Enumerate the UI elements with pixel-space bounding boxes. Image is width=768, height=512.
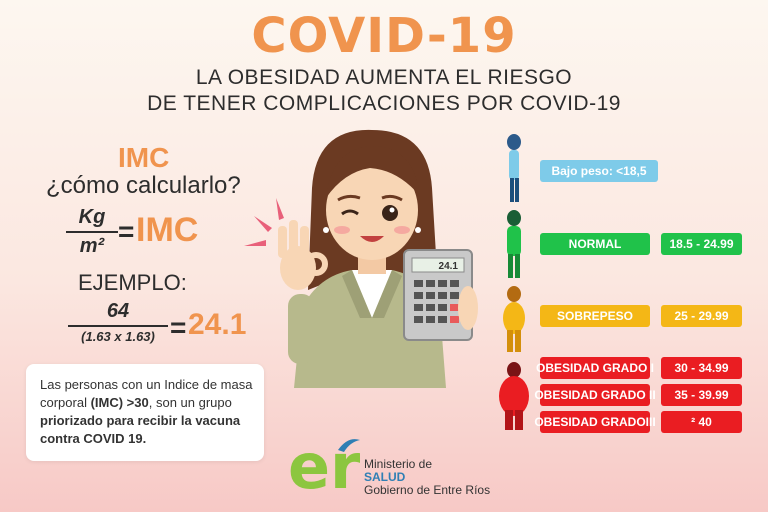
subtitle-line-1: LA OBESIDAD AUMENTA EL RIESGO — [195, 66, 573, 89]
subtitle-line-2: DE TENER COMPLICACIONES POR COVID-19 — [147, 92, 621, 115]
example-result: 24.1 — [188, 308, 247, 341]
how-to-calculate-text: ¿cómo calcularlo? — [46, 172, 241, 199]
example-label: EJEMPLO: — [78, 270, 187, 295]
obese-figure-icon — [499, 362, 529, 430]
category-label-obesity-3: OBESIDAD GRADOIII — [534, 411, 656, 433]
body-figures — [499, 134, 529, 430]
example-fraction: 64 (1.63 x 1.63) — [68, 300, 168, 344]
category-range-obesity-3: ² 40 — [661, 411, 742, 433]
fraction-bar — [68, 325, 168, 327]
example-numerator: 64 — [106, 300, 130, 322]
normal-figure-icon — [507, 210, 521, 278]
category-label-normal: NORMAL — [540, 233, 650, 255]
calculator-display: 24.1 — [439, 261, 459, 272]
category-range-normal: 18.5 - 24.99 — [661, 233, 742, 255]
formula-equals: = — [118, 216, 135, 247]
formula-result: IMC — [136, 211, 199, 249]
category-label-obesity-2: OBESIDAD GRADO II — [534, 384, 656, 406]
category-label-overweight: SOBREPESO — [540, 305, 650, 327]
category-label-obesity-1: OBESIDAD GRADO I — [536, 357, 654, 379]
imc-heading: IMC — [118, 142, 170, 173]
page-title: COVID-19 — [251, 8, 517, 64]
logo-line-1: Ministerio de — [364, 457, 433, 471]
logo-line-2: SALUD — [364, 470, 406, 484]
logo-line-3: Gobierno de Entre Ríos — [364, 483, 491, 497]
underweight-figure-icon — [507, 134, 521, 202]
category-range-overweight: 25 - 29.99 — [661, 305, 742, 327]
formula-denominator: m² — [79, 235, 105, 257]
calculator-icon — [403, 249, 473, 341]
example-denominator: (1.63 x 1.63) — [81, 329, 155, 344]
sparkle-icon — [244, 198, 284, 246]
formula-numerator: Kg — [78, 206, 106, 228]
ok-hand — [278, 220, 328, 364]
fraction-bar — [66, 231, 118, 233]
overweight-figure-icon — [503, 286, 525, 352]
logo-text: Ministerio de SALUD Gobierno de Entre Rí… — [364, 458, 490, 497]
formula-fraction: Kg m² — [66, 206, 118, 258]
info-note-box: Las personas con un Indice de masa corpo… — [26, 364, 264, 461]
info-note-text: Las personas con un Indice de masa corpo… — [40, 377, 253, 446]
example-equals: = — [170, 312, 187, 343]
woman-with-calculator-illustration: 24.1 — [244, 129, 478, 388]
category-range-obesity-1: 30 - 34.99 — [661, 357, 742, 379]
category-label-underweight: Bajo peso: <18,5 — [540, 160, 658, 182]
category-range-obesity-2: 35 - 39.99 — [661, 384, 742, 406]
logo-accent-icon — [338, 439, 360, 452]
ministerio-salud-logo: er — [288, 432, 360, 496]
